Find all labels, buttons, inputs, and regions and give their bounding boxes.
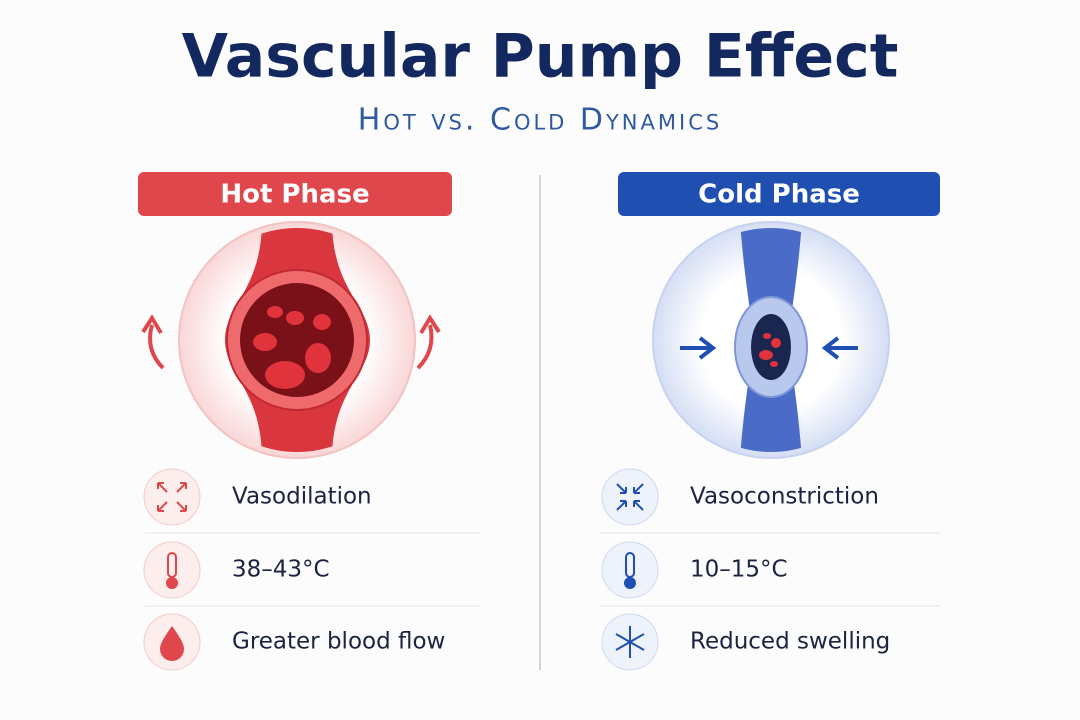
cold-label-box <box>618 172 940 216</box>
item-text: 10–15°C <box>690 557 788 583</box>
item-text: Vasoconstriction <box>690 484 879 510</box>
item-text: Greater blood flow <box>232 629 445 655</box>
hot-label: Hot Phase <box>220 180 369 210</box>
item-text: Vasodilation <box>232 484 372 510</box>
hot-label-box <box>138 172 452 216</box>
cold-label: Cold Phase <box>698 180 860 210</box>
cold-items: Vasoconstriction 10–15°C Reduced swellin… <box>600 468 940 671</box>
hot-items: Vasodilation 38–43°C Greater blood flow <box>143 468 480 671</box>
subtitle: Hot vs. Cold Dynamics <box>358 103 722 138</box>
cold-illustration <box>652 221 890 459</box>
title: Vascular Pump Effect <box>182 22 899 92</box>
item-text: 38–43°C <box>232 557 330 583</box>
item-text: Reduced swelling <box>690 629 890 655</box>
hot-illustration <box>141 221 441 459</box>
